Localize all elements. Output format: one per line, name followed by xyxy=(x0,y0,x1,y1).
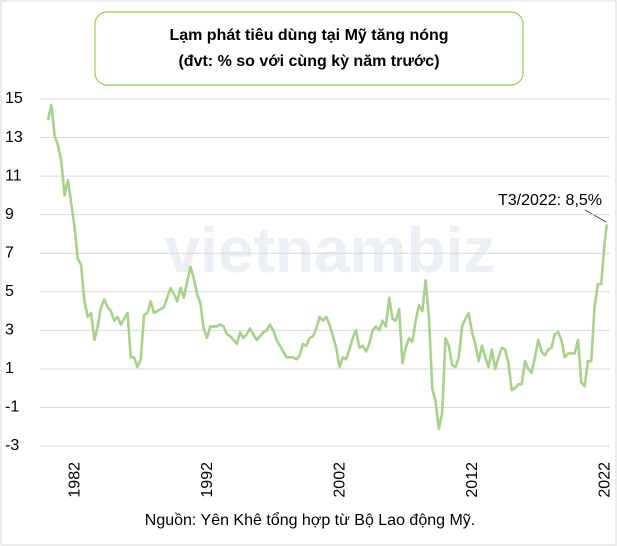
x-tick-label: 2022 xyxy=(597,462,614,498)
chart-title: Lạm phát tiêu dùng tại Mỹ tăng nóng xyxy=(169,27,448,44)
y-tick-label: -3 xyxy=(5,437,19,454)
data-line xyxy=(46,103,609,430)
y-tick-label: 11 xyxy=(5,167,22,184)
y-tick-label: 9 xyxy=(5,206,14,223)
chart-subtitle: (đvt: % so với cùng kỳ năm trước) xyxy=(178,53,439,70)
x-tick-label: 2012 xyxy=(464,462,481,498)
annotation: T3/2022: 8,5% xyxy=(498,192,602,209)
annotation-leader xyxy=(584,209,607,223)
y-tick-label: 15 xyxy=(5,90,23,107)
x-tick-label: 2002 xyxy=(332,462,349,498)
y-tick-label: 1 xyxy=(5,360,14,377)
y-tick-label: -1 xyxy=(5,399,19,416)
y-tick-label: 13 xyxy=(5,129,23,146)
x-tick-label: 1982 xyxy=(67,462,84,498)
y-tick-label: 5 xyxy=(5,283,14,300)
y-tick-label: 7 xyxy=(5,244,14,261)
watermark: vietnambiz xyxy=(165,214,496,286)
title-box xyxy=(94,11,524,86)
source-note: Nguồn: Yên Khê tổng hợp từ Bộ Lao động M… xyxy=(145,511,475,529)
x-tick-label: 1992 xyxy=(199,462,216,498)
y-tick-label: 3 xyxy=(5,322,14,339)
